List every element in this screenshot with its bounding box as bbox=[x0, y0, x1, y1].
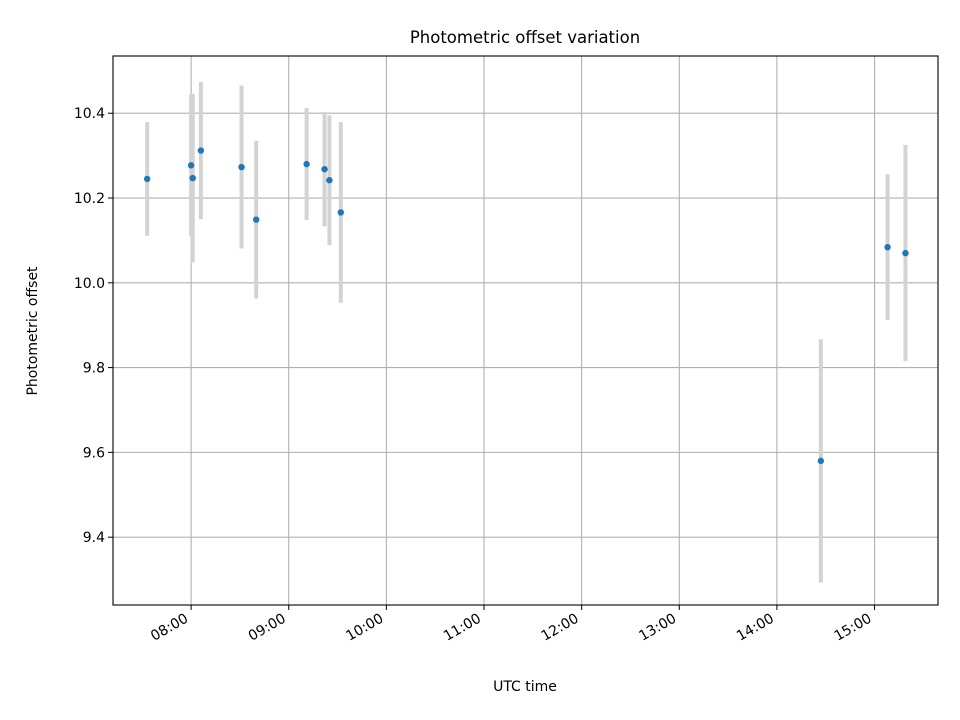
data-point bbox=[197, 147, 205, 154]
y-tick-label: 9.6 bbox=[83, 445, 105, 461]
data-point bbox=[187, 162, 195, 169]
chart-title: Photometric offset variation bbox=[410, 28, 640, 47]
data-point bbox=[238, 163, 245, 171]
data-point bbox=[337, 209, 345, 216]
data-point bbox=[143, 175, 151, 183]
data-point bbox=[902, 249, 909, 257]
y-tick-label: 10.0 bbox=[74, 276, 105, 292]
y-tick-label: 10.2 bbox=[74, 191, 105, 207]
data-point bbox=[817, 457, 825, 465]
data-point bbox=[303, 160, 310, 168]
data-point bbox=[252, 216, 260, 223]
y-axis-label: Photometric offset bbox=[25, 266, 41, 396]
grid bbox=[113, 56, 938, 605]
data-point bbox=[326, 177, 333, 184]
x-axis-label: UTC time bbox=[493, 679, 557, 695]
data-points bbox=[143, 147, 909, 465]
plot-frame bbox=[112, 55, 939, 606]
y-axis-ticks: 9.4 9.6 9.8 10.0 10.2 10.4 bbox=[74, 106, 113, 546]
data-point bbox=[321, 165, 328, 173]
y-tick-label: 9.4 bbox=[83, 530, 105, 546]
y-tick-label: 9.8 bbox=[83, 361, 105, 377]
data-point bbox=[189, 174, 196, 182]
data-point bbox=[884, 243, 891, 251]
y-tick-label: 10.4 bbox=[74, 106, 105, 122]
